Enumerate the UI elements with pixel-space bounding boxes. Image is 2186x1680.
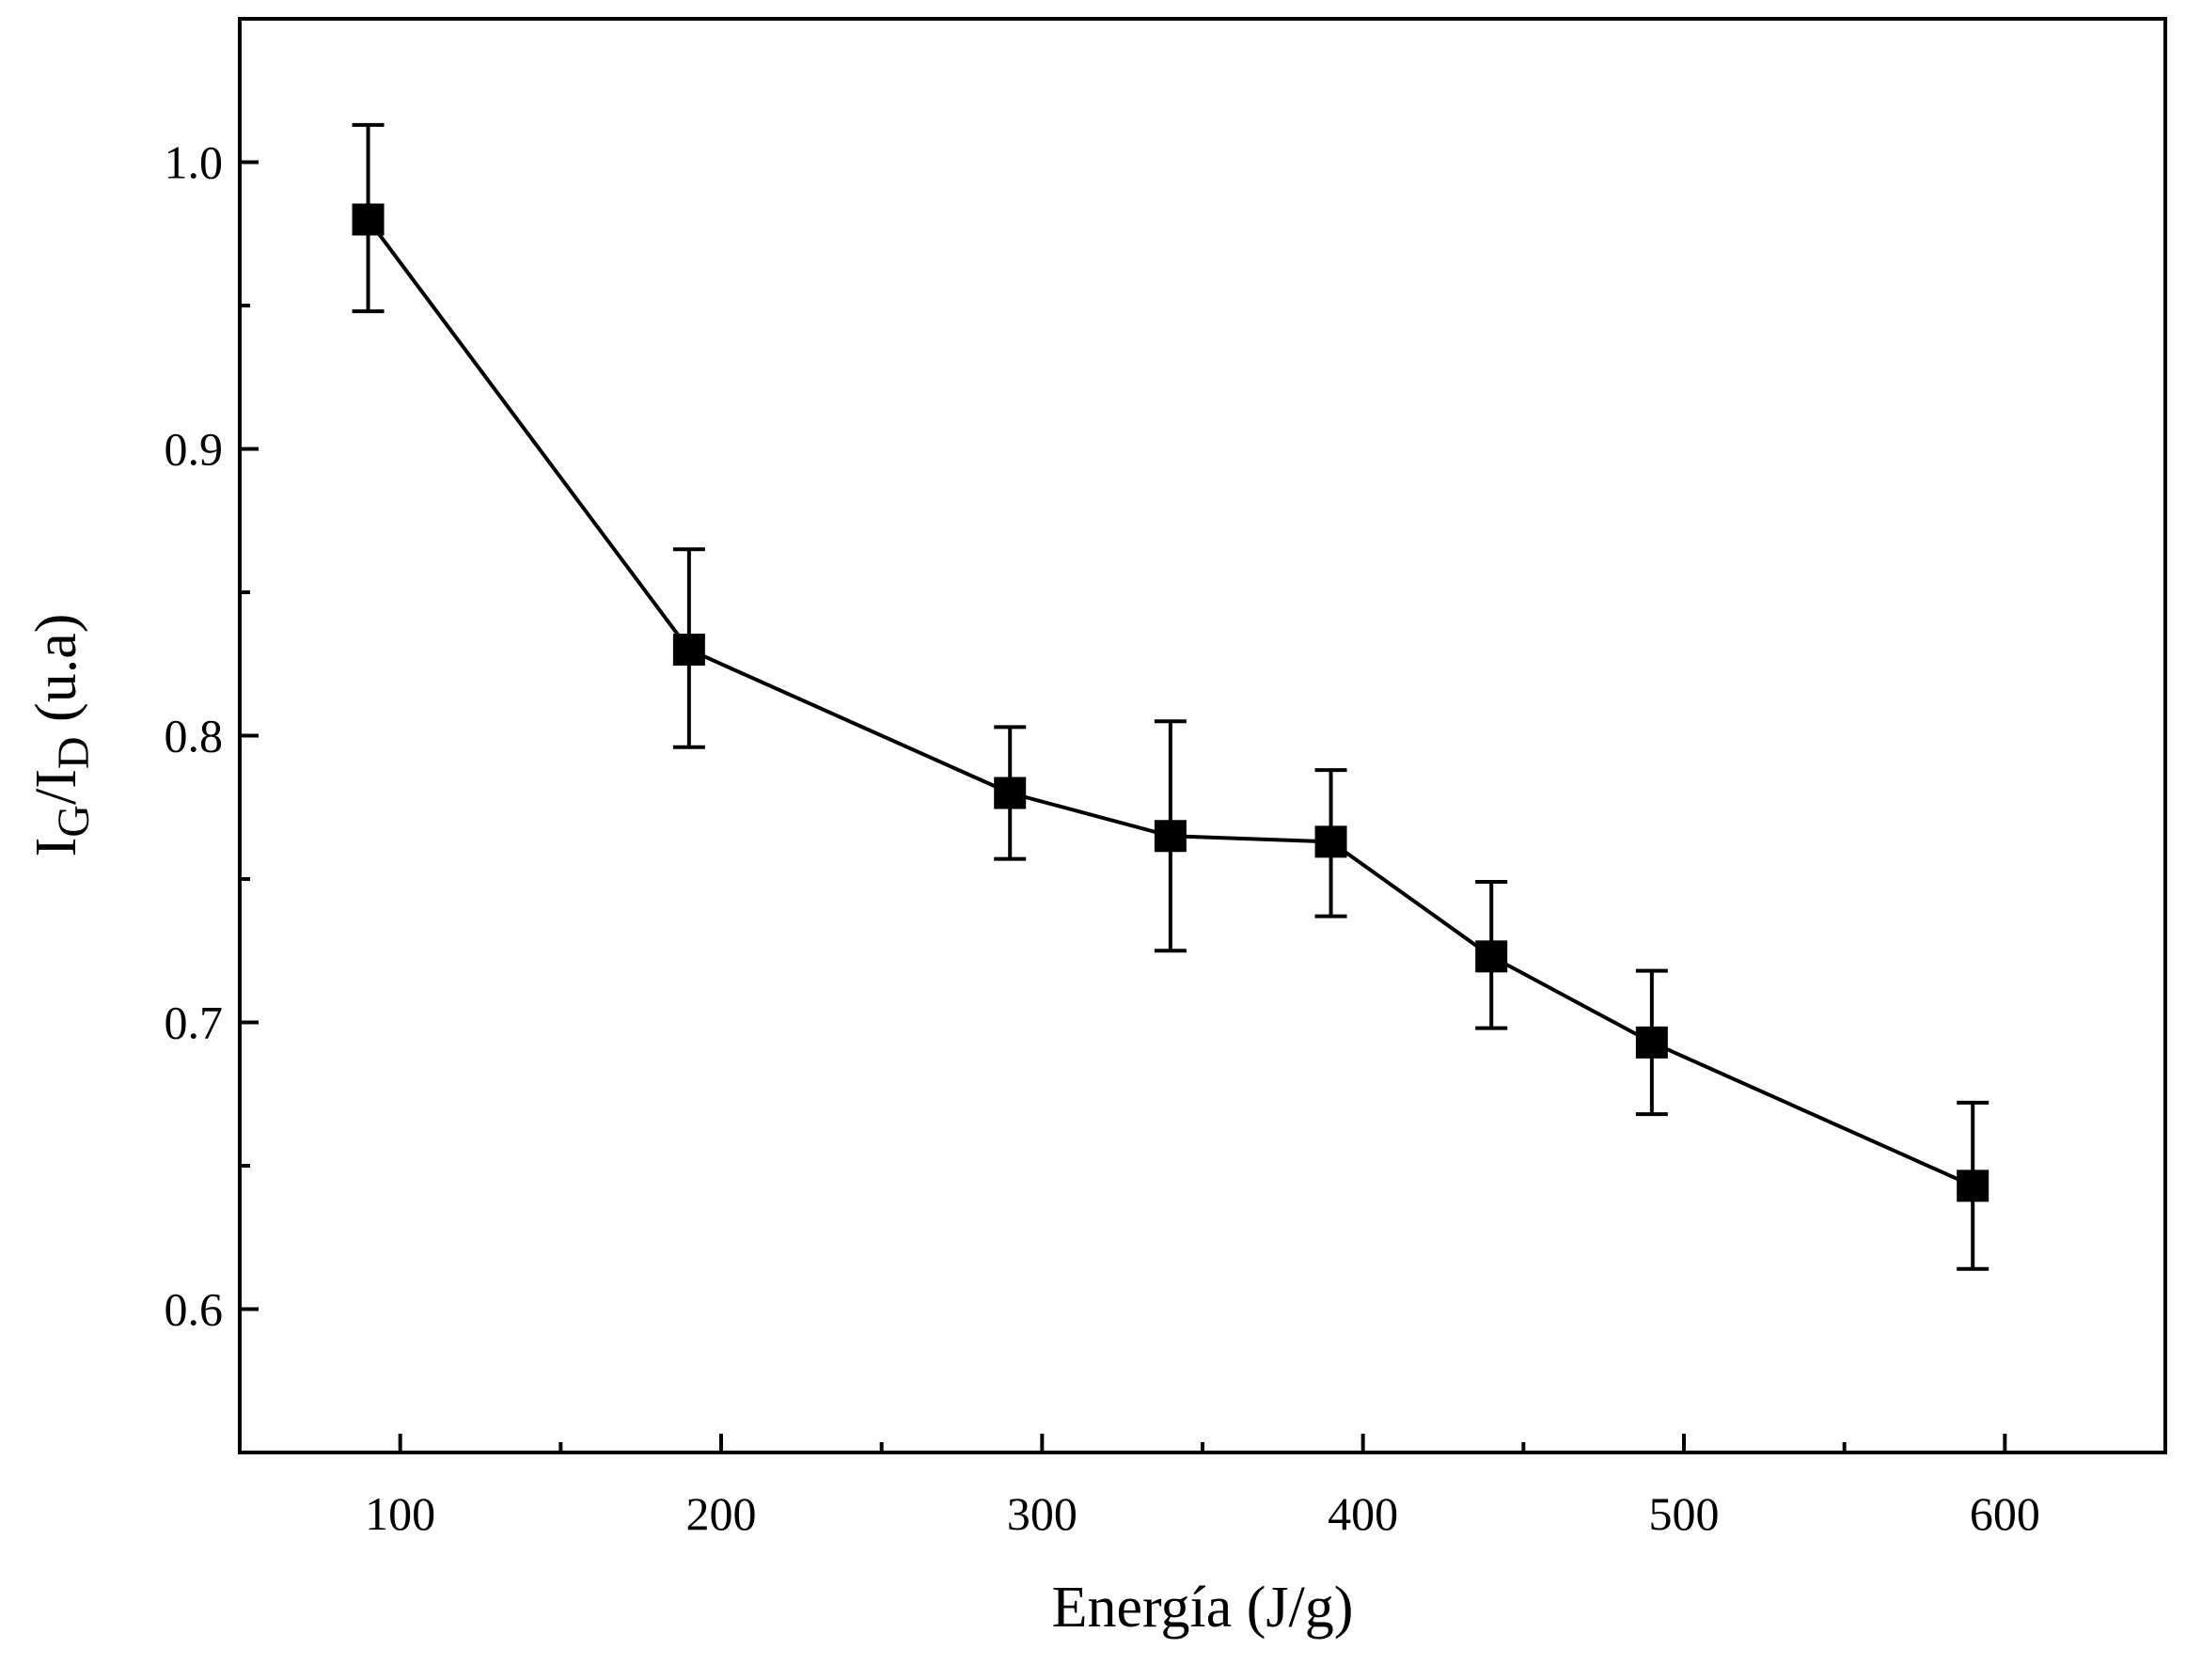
x-tick-label: 500 [1649,1487,1720,1540]
data-point-marker [1314,825,1347,858]
x-tick-label: 300 [1007,1487,1077,1540]
y-axis-title: IG/ID (u.a) [24,614,99,857]
y-axis-title-sub-g: G [49,805,99,838]
data-point-marker [1635,1026,1668,1059]
x-tick-label: 100 [365,1487,435,1540]
x-tick-label: 600 [1970,1487,2040,1540]
data-series [352,122,1989,1271]
data-point-marker [352,203,385,236]
y-axis-title-units: (u.a) [24,614,88,737]
y-tick-label: 0.7 [165,997,224,1049]
y-tick-label: 0.9 [165,423,224,476]
x-tick-label: 200 [686,1487,757,1540]
axis-ticks [240,160,2007,1452]
x-tick-label: 400 [1328,1487,1398,1540]
data-point-marker [994,777,1027,809]
y-axis-title-sub-d: D [49,736,99,769]
data-point-marker [1154,820,1187,853]
data-point-marker [672,634,705,666]
y-tick-label: 0.8 [165,710,224,762]
data-point-marker [1957,1170,1989,1202]
series-line [366,218,1974,1188]
y-axis-title-sep: / [24,788,88,805]
plot-frame [238,17,2167,1454]
y-tick-label: 1.0 [165,136,224,189]
data-point-marker [1475,940,1508,973]
y-axis-title-base-2: I [24,769,88,789]
y-axis-title-base: I [24,838,88,857]
axis-tick-labels: 100 200 300 400 500 600 0.6 0.7 0.8 0.9 1.0 [165,136,2040,1541]
x-axis-title: Energía (J/g) [1052,1576,1354,1640]
y-tick-label: 0.6 [165,1283,224,1336]
